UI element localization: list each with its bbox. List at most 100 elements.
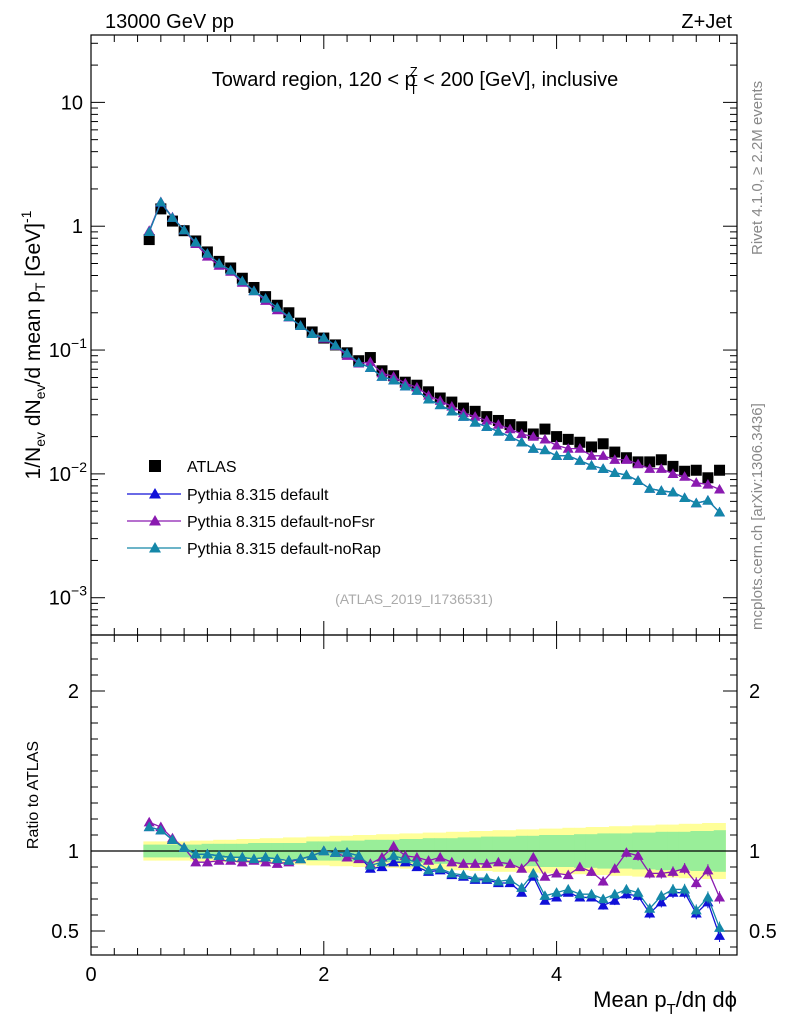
- mc-point-3: [655, 485, 667, 495]
- ratio-point-2: [201, 848, 213, 859]
- ratio-point-2: [527, 867, 539, 878]
- legend-label: Pythia 8.315 default-noRap: [187, 541, 381, 558]
- mc-point-2: [446, 401, 458, 411]
- mc-point-3: [295, 320, 307, 330]
- ratio-point-1: [632, 850, 644, 860]
- ratio-point-1: [714, 891, 726, 902]
- mc-point-2: [655, 463, 667, 473]
- mc-point-3: [201, 248, 213, 258]
- ratio-point-2: [574, 888, 586, 899]
- ratio-point-1: [388, 840, 400, 851]
- atlas-point: [714, 464, 726, 476]
- ratio-point-0: [609, 895, 621, 905]
- mc-point-3: [679, 492, 691, 503]
- mc-point-2: [551, 439, 563, 450]
- mc-point-3: [329, 339, 341, 350]
- atlas-point: [702, 472, 714, 484]
- ratio-point-0: [655, 896, 667, 907]
- mc-point-3: [562, 450, 574, 460]
- ratio-point-1: [434, 851, 446, 862]
- mc-point-3: [411, 385, 423, 395]
- mc-point-2: [527, 431, 539, 441]
- mc-point-3: [423, 393, 435, 404]
- mc-point-3: [620, 469, 632, 480]
- ratio-point-1: [644, 867, 656, 878]
- mc-point-3: [143, 226, 155, 237]
- legend-marker: [149, 542, 161, 553]
- ratio-point-2: [295, 853, 307, 864]
- ratio-point-1: [679, 863, 691, 873]
- mc-point-2: [609, 454, 621, 464]
- mc-point-3: [155, 196, 167, 207]
- ratio-point-1: [446, 856, 458, 867]
- ratio-y-tick-label: 1: [68, 841, 79, 863]
- x-tick-label: 4: [551, 964, 562, 986]
- mc-point-3: [702, 494, 714, 505]
- legend-marker: [149, 515, 161, 526]
- ratio-point-2: [318, 845, 330, 856]
- ratio-point-2: [539, 890, 551, 900]
- process-label: Z+Jet: [681, 11, 732, 33]
- atlas-point: [655, 454, 667, 466]
- ratio-point-2: [714, 922, 726, 932]
- ratio-point-2: [667, 883, 679, 894]
- mc-point-2: [620, 454, 632, 464]
- ratio-point-1: [597, 875, 609, 886]
- mc-point-2: [702, 479, 714, 489]
- atlas-point: [574, 436, 586, 448]
- ratio-point-2: [178, 842, 190, 852]
- atlas-point: [644, 456, 656, 468]
- ratio-point-2: [190, 848, 202, 859]
- mc-point-3: [318, 332, 330, 342]
- mc-point-2: [690, 477, 702, 487]
- ratio-point-1: [492, 856, 504, 867]
- ratio-point-2: [504, 874, 516, 884]
- mc-point-2: [679, 471, 691, 481]
- ratio-point-1: [504, 858, 516, 868]
- mc-point-3: [376, 371, 388, 381]
- y-tick-label: 10−2: [49, 459, 87, 486]
- atlas-point: [609, 446, 621, 458]
- ratio-point-1: [609, 863, 621, 873]
- main-title: Toward region, 120 < pZ T < 200 [GeV], in…: [212, 64, 619, 97]
- mc-point-3: [597, 463, 609, 473]
- ratio-point-1: [190, 856, 202, 867]
- mc-point-2: [504, 423, 516, 434]
- main-plot-area: 10−3 10−2 10−1 1 10: [49, 35, 737, 636]
- ratio-point-2: [632, 887, 644, 897]
- mc-point-3: [248, 285, 260, 296]
- mc-point-2: [562, 443, 574, 453]
- atlas-point: [586, 441, 598, 453]
- ratio-point-2: [620, 883, 632, 894]
- ratio-point-2: [597, 893, 609, 904]
- mc-point-3: [457, 411, 469, 421]
- ratio-point-1: [667, 866, 679, 876]
- mc-point-3: [667, 486, 679, 497]
- legend-marker: [149, 460, 161, 472]
- ratio-point-2: [446, 867, 458, 878]
- ratio-point-2: [586, 888, 598, 899]
- mc-point-3: [527, 443, 539, 453]
- mc-point-2: [469, 411, 481, 421]
- legend-label: Pythia 8.315 default: [187, 487, 329, 504]
- ratio-y-tick-label: 2: [68, 681, 79, 703]
- ratio-point-2: [155, 824, 167, 835]
- ratio-point-2: [516, 882, 528, 892]
- mc-point-2: [644, 463, 656, 473]
- ratio-point-1: [469, 858, 481, 868]
- mc-point-2: [597, 450, 609, 460]
- ratio-point-1: [527, 851, 539, 862]
- ratio-point-0: [388, 856, 400, 867]
- mc-point-3: [364, 362, 376, 372]
- ratio-point-1: [586, 866, 598, 876]
- ratio-point-2: [306, 850, 318, 860]
- mc-point-3: [469, 416, 481, 427]
- mc-point-3: [353, 357, 365, 367]
- ratio-y-tick-label-right: 0.5: [749, 921, 777, 943]
- ratio-point-2: [481, 872, 493, 883]
- ratio-point-1: [620, 847, 632, 857]
- ratio-point-2: [551, 887, 563, 897]
- atlas-point: [667, 460, 679, 472]
- mc-point-3: [574, 455, 586, 465]
